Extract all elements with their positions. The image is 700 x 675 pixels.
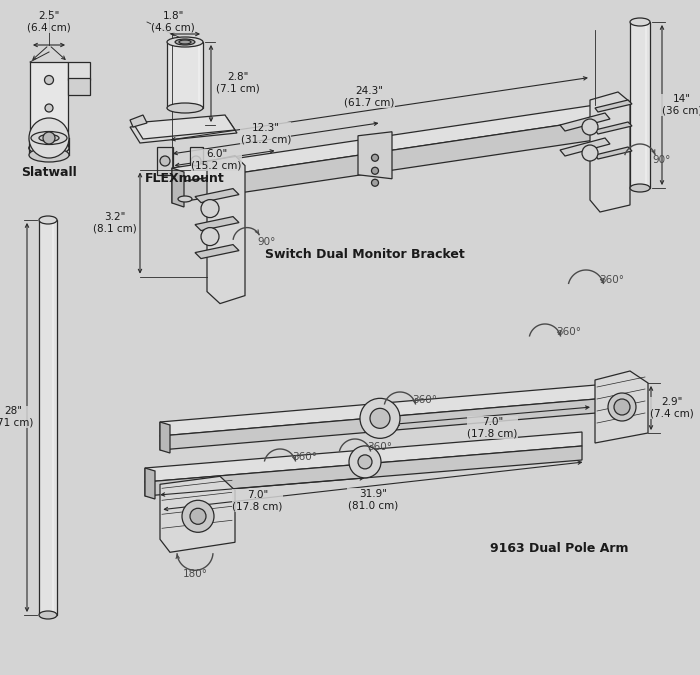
Polygon shape — [172, 120, 595, 203]
Polygon shape — [630, 22, 650, 188]
Polygon shape — [30, 62, 68, 148]
Polygon shape — [358, 132, 392, 179]
Circle shape — [43, 132, 55, 144]
Polygon shape — [130, 115, 147, 127]
Polygon shape — [172, 168, 184, 207]
Polygon shape — [595, 371, 648, 443]
Text: 1.8"
(4.6 cm): 1.8" (4.6 cm) — [151, 11, 195, 33]
Polygon shape — [157, 147, 173, 175]
Circle shape — [372, 180, 379, 186]
Text: 9163 Dual Pole Arm: 9163 Dual Pole Arm — [490, 541, 629, 554]
Ellipse shape — [39, 611, 57, 619]
Circle shape — [358, 455, 372, 469]
Polygon shape — [595, 122, 632, 134]
Circle shape — [370, 408, 390, 429]
Circle shape — [614, 399, 630, 415]
Polygon shape — [160, 385, 596, 436]
Text: 28"
(71 cm): 28" (71 cm) — [0, 406, 33, 428]
Circle shape — [372, 155, 379, 161]
Circle shape — [182, 500, 214, 533]
Text: 14"
(36 cm): 14" (36 cm) — [662, 95, 700, 116]
Ellipse shape — [39, 134, 59, 142]
Text: 7.0"
(17.8 cm): 7.0" (17.8 cm) — [467, 417, 517, 439]
Polygon shape — [130, 118, 237, 143]
Ellipse shape — [630, 18, 650, 26]
Polygon shape — [560, 138, 610, 156]
Polygon shape — [160, 477, 235, 552]
Text: 90°: 90° — [653, 155, 671, 165]
Polygon shape — [195, 244, 239, 259]
Circle shape — [191, 156, 201, 166]
Polygon shape — [133, 115, 235, 139]
Polygon shape — [160, 422, 170, 453]
Circle shape — [201, 200, 219, 217]
Circle shape — [190, 508, 206, 524]
Polygon shape — [68, 78, 90, 95]
Ellipse shape — [178, 196, 192, 202]
Text: 6.0"
(15.2 cm): 6.0" (15.2 cm) — [191, 149, 242, 171]
Text: 360°: 360° — [293, 452, 318, 462]
Ellipse shape — [29, 141, 69, 155]
Polygon shape — [160, 399, 596, 450]
Polygon shape — [145, 468, 155, 499]
Text: 2.5"
(6.4 cm): 2.5" (6.4 cm) — [27, 11, 71, 33]
Polygon shape — [590, 92, 630, 212]
Ellipse shape — [179, 40, 191, 44]
Text: 2.9"
(7.4 cm): 2.9" (7.4 cm) — [650, 397, 694, 418]
Ellipse shape — [39, 216, 57, 224]
Polygon shape — [595, 100, 632, 112]
Circle shape — [45, 76, 53, 84]
Polygon shape — [145, 432, 582, 482]
Polygon shape — [167, 42, 203, 108]
Text: 24.3"
(61.7 cm): 24.3" (61.7 cm) — [344, 86, 395, 107]
Text: 360°: 360° — [599, 275, 624, 285]
Circle shape — [349, 446, 381, 478]
Circle shape — [160, 156, 170, 166]
Text: 2.8"
(7.1 cm): 2.8" (7.1 cm) — [216, 72, 260, 94]
Text: 7.0"
(17.8 cm): 7.0" (17.8 cm) — [232, 489, 283, 511]
Circle shape — [608, 393, 636, 421]
Polygon shape — [172, 105, 595, 183]
Circle shape — [45, 104, 53, 112]
Circle shape — [201, 227, 219, 246]
Circle shape — [29, 118, 69, 158]
Polygon shape — [145, 446, 582, 496]
Polygon shape — [190, 147, 203, 175]
Ellipse shape — [167, 37, 203, 47]
Text: 3.2"
(8.1 cm): 3.2" (8.1 cm) — [93, 212, 137, 234]
Ellipse shape — [175, 39, 195, 45]
Text: 12.3"
(31.2 cm): 12.3" (31.2 cm) — [241, 123, 291, 144]
Text: Switch Dual Monitor Bracket: Switch Dual Monitor Bracket — [265, 248, 465, 261]
Circle shape — [372, 167, 379, 174]
Circle shape — [582, 119, 598, 135]
Polygon shape — [39, 220, 57, 615]
Text: FLEXmount: FLEXmount — [145, 171, 225, 184]
Polygon shape — [180, 175, 190, 197]
Text: 360°: 360° — [368, 442, 393, 452]
Polygon shape — [195, 217, 239, 231]
Polygon shape — [195, 188, 239, 202]
Ellipse shape — [29, 141, 69, 155]
Ellipse shape — [31, 132, 67, 144]
Polygon shape — [207, 156, 245, 304]
Text: Slatwall: Slatwall — [21, 165, 77, 178]
Polygon shape — [595, 147, 632, 159]
Circle shape — [582, 145, 598, 161]
Text: 90°: 90° — [258, 237, 277, 246]
Text: 180°: 180° — [183, 569, 207, 579]
Circle shape — [360, 398, 400, 438]
Polygon shape — [560, 113, 610, 131]
Text: 360°: 360° — [556, 327, 582, 337]
Ellipse shape — [630, 184, 650, 192]
Polygon shape — [68, 62, 90, 80]
Ellipse shape — [167, 103, 203, 113]
Text: 360°: 360° — [412, 395, 438, 405]
Ellipse shape — [29, 148, 69, 162]
Text: 31.9"
(81.0 cm): 31.9" (81.0 cm) — [348, 489, 398, 510]
